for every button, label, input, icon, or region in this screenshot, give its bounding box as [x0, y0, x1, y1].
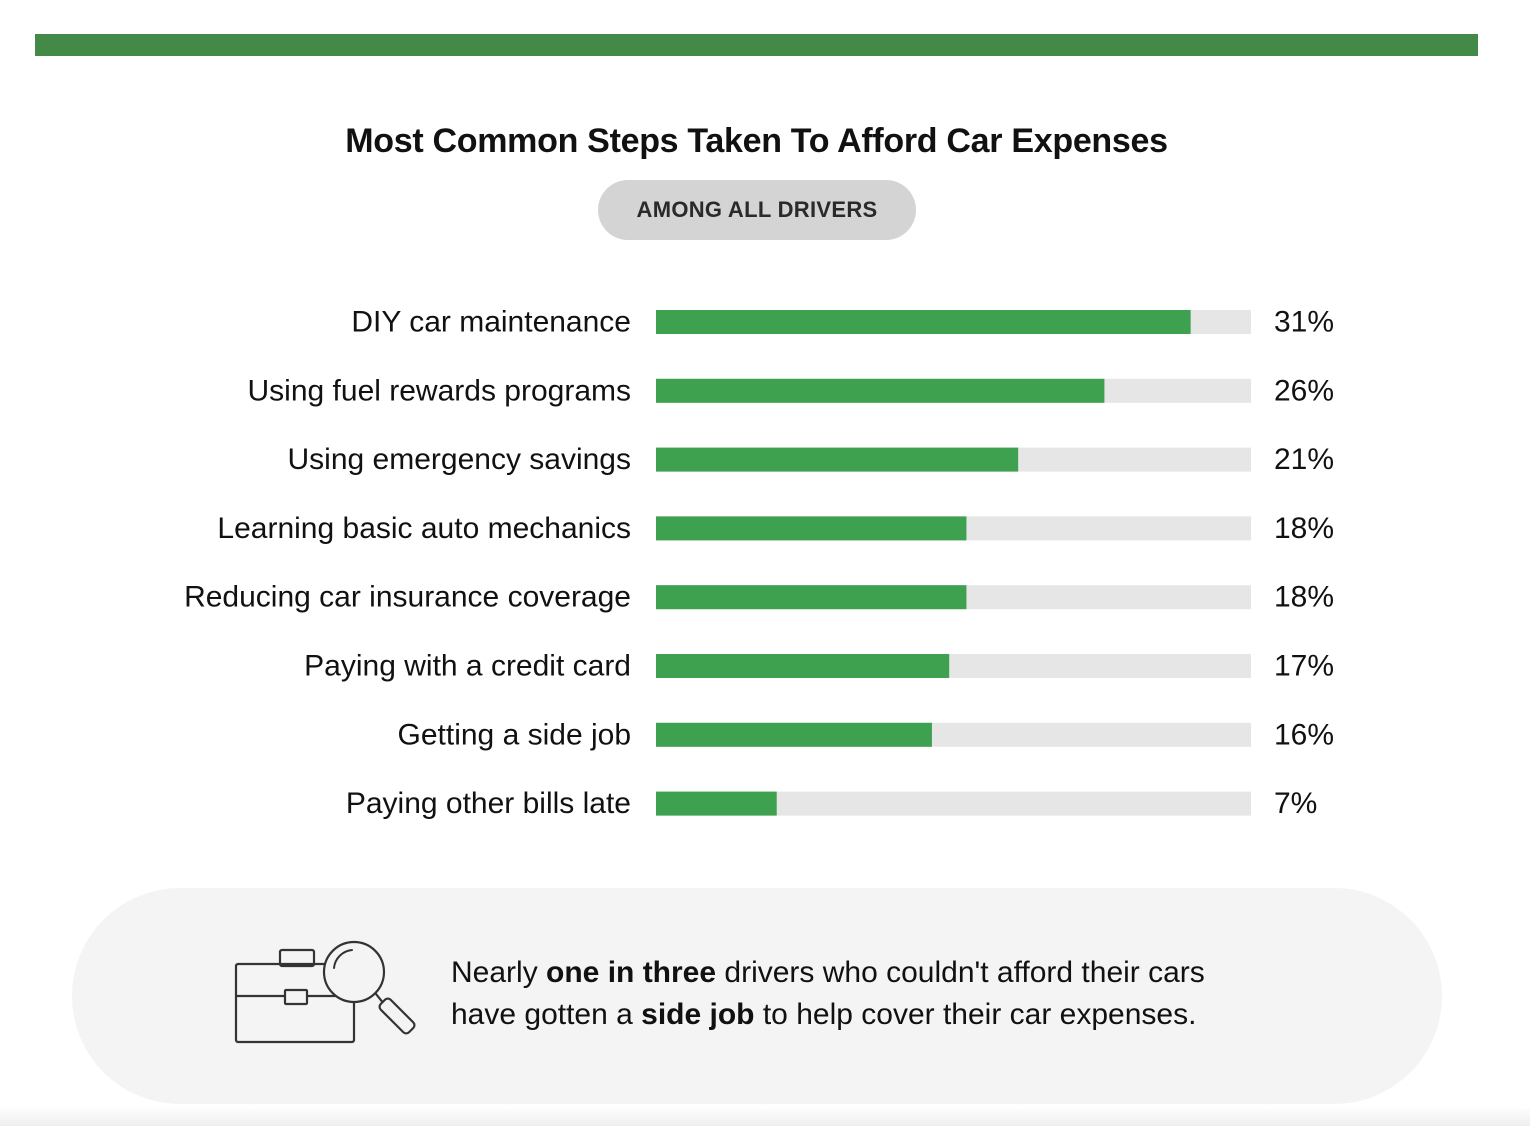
callout-box: [72, 888, 1442, 1104]
bar-chart: DIY car maintenance 31% Using fuel rewards…: [184, 306, 1335, 821]
value-label: 18%: [1274, 581, 1334, 614]
value-label: 31%: [1274, 306, 1334, 339]
top-accent-band: [35, 34, 1478, 56]
bar-row: Reducing car insurance coverage 18%: [184, 581, 1334, 614]
category-label: DIY car maintenance: [351, 306, 631, 339]
bar: [656, 516, 967, 541]
bar: [656, 654, 950, 678]
bar: [656, 310, 1191, 334]
bar-row: Paying with a credit card 17%: [304, 650, 1334, 683]
bar-row: Using fuel rewards programs 26%: [248, 374, 1335, 407]
bar: [656, 791, 777, 816]
bar-row: Paying other bills late 7%: [346, 787, 1318, 820]
briefcase-magnifier-icon: [234, 940, 416, 1044]
callout-highlight-2: side job: [641, 998, 755, 1031]
bar-row: Using emergency savings 21%: [288, 443, 1335, 476]
value-label: 26%: [1274, 374, 1334, 407]
bar: [656, 722, 932, 747]
category-label: Learning basic auto mechanics: [217, 512, 631, 545]
bar: [656, 447, 1019, 472]
callout-line-2: have gotten a side job to help cover the…: [451, 998, 1197, 1031]
value-label: 21%: [1274, 443, 1334, 476]
value-label: 16%: [1274, 718, 1334, 751]
category-label: Using fuel rewards programs: [248, 374, 631, 407]
category-label: Using emergency savings: [288, 443, 632, 476]
value-label: 7%: [1274, 787, 1317, 820]
value-label: 18%: [1274, 512, 1334, 545]
bottom-edge-shadow: [0, 1106, 1530, 1126]
value-label: 17%: [1274, 650, 1334, 683]
category-label: Paying other bills late: [346, 787, 631, 820]
category-label: Reducing car insurance coverage: [184, 581, 631, 614]
bar-row: Getting a side job 16%: [398, 718, 1335, 751]
bar: [656, 378, 1105, 403]
callout-line-1: Nearly one in three drivers who couldn't…: [451, 956, 1205, 989]
audience-badge: AMONG ALL DRIVERS: [598, 180, 916, 240]
chart-title: Most Common Steps Taken To Afford Car Ex…: [345, 122, 1168, 160]
bar-row: DIY car maintenance 31%: [351, 306, 1334, 339]
bar-row: Learning basic auto mechanics 18%: [217, 512, 1334, 545]
audience-badge-label: AMONG ALL DRIVERS: [636, 197, 878, 222]
bar: [656, 585, 967, 610]
callout-text: Nearly one in three drivers who couldn't…: [451, 952, 1351, 1036]
category-label: Paying with a credit card: [304, 650, 631, 683]
category-label: Getting a side job: [398, 718, 631, 751]
callout-highlight-1: one in three: [546, 956, 717, 989]
